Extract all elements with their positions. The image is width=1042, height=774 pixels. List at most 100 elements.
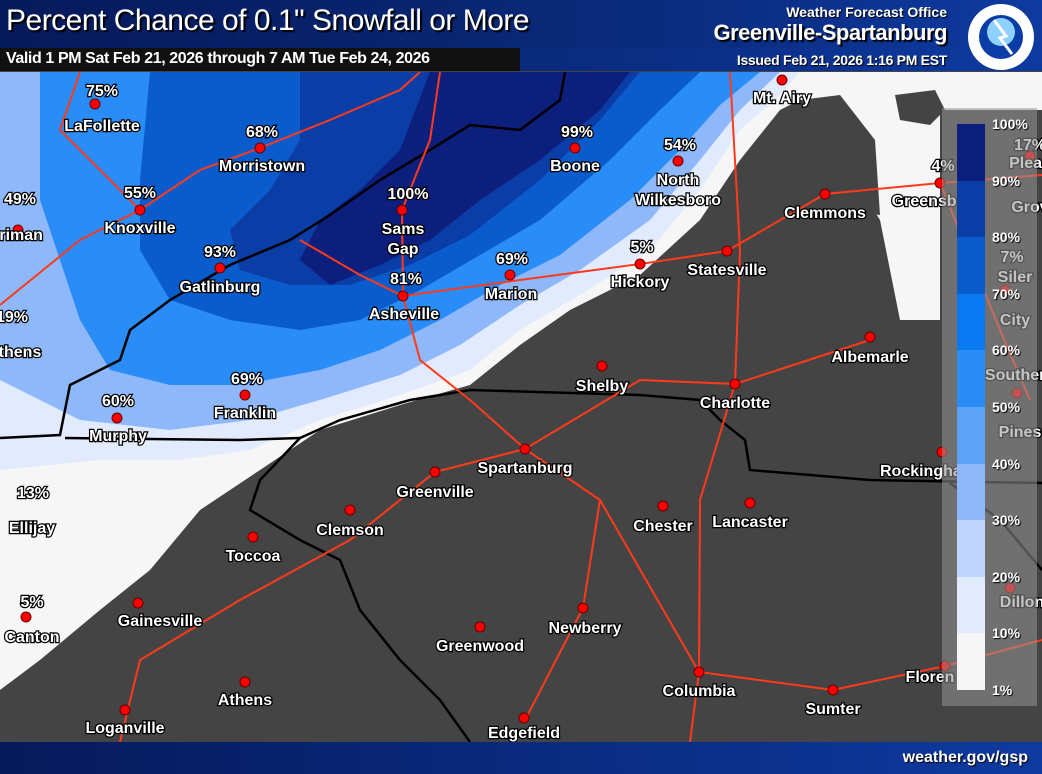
legend-tick: 90% bbox=[992, 172, 1021, 189]
city-lancaster: Lancaster bbox=[711, 497, 789, 532]
city-dot bbox=[504, 269, 516, 281]
city-hickory: 5% Hickory bbox=[609, 238, 670, 293]
city-percent: 13% bbox=[17, 485, 49, 502]
city-dot bbox=[577, 602, 589, 614]
office-url[interactable]: weather.gov/gsp bbox=[902, 749, 1028, 766]
city-name: LaFollette bbox=[64, 118, 140, 135]
footer-bar bbox=[0, 742, 1042, 774]
legend-tick: 40% bbox=[992, 455, 1021, 472]
city-asheville: 81% Asheville bbox=[368, 270, 441, 325]
no-snow-patch bbox=[740, 95, 880, 215]
city-name: Sumter bbox=[805, 701, 860, 718]
city-franklin: 69% Franklin bbox=[213, 370, 278, 424]
legend-swatch bbox=[957, 576, 985, 634]
city-dot bbox=[254, 142, 266, 154]
legend-tick: 70% bbox=[992, 285, 1021, 302]
legend-color-bar bbox=[957, 124, 985, 690]
city-gainesville: Gainesville bbox=[117, 597, 204, 631]
city-percent: 49% bbox=[4, 191, 36, 208]
legend-swatch bbox=[957, 180, 985, 238]
city-dot bbox=[819, 188, 831, 200]
city-dot bbox=[519, 443, 531, 455]
city-name: Mt. Airy bbox=[753, 90, 811, 107]
city-percent: 5% bbox=[20, 594, 43, 611]
legend-swatch bbox=[957, 463, 985, 521]
city-dot bbox=[744, 497, 756, 509]
city-dot bbox=[827, 684, 839, 696]
city-dot bbox=[429, 466, 441, 478]
legend-tick: 1% bbox=[992, 682, 1013, 698]
legend-tick: 10% bbox=[992, 625, 1021, 642]
city-name: Athens bbox=[218, 692, 272, 709]
city-dot bbox=[569, 142, 581, 154]
city-name: Chester bbox=[633, 518, 693, 535]
city-percent: 99% bbox=[561, 124, 593, 141]
office-name: Greenville-Spartanburg bbox=[713, 20, 947, 45]
valid-period: Valid 1 PM Sat Feb 21, 2026 through 7 AM… bbox=[6, 50, 430, 67]
city-edgefield: Edgefield bbox=[487, 712, 561, 743]
city-dot bbox=[596, 360, 608, 372]
city-morristown: 68% Morristown bbox=[218, 123, 307, 177]
legend-tick: 60% bbox=[992, 342, 1021, 359]
city-dot bbox=[344, 504, 356, 516]
city-name: Knoxville bbox=[104, 220, 175, 237]
city-clemson: Clemson bbox=[315, 504, 385, 540]
city-name: Clemmons bbox=[784, 205, 866, 222]
city-name: Boone bbox=[550, 158, 600, 175]
city-dot bbox=[134, 204, 146, 216]
city-percent: 75% bbox=[86, 83, 118, 100]
city-sams-gap: 100% Sams Gap bbox=[380, 185, 429, 260]
city-percent: 69% bbox=[496, 251, 528, 268]
city-name: thens bbox=[0, 344, 41, 361]
issued-time: Issued Feb 21, 2026 1:16 PM EST bbox=[736, 52, 947, 68]
city-name: Gap bbox=[387, 241, 418, 258]
city-canton: 5% Canton bbox=[3, 593, 61, 648]
city-dot bbox=[20, 611, 32, 623]
city-clemmons: Clemmons bbox=[783, 188, 867, 223]
valid-period-bar bbox=[0, 48, 520, 71]
city-name: Murphy bbox=[89, 428, 147, 445]
city-dot bbox=[474, 621, 486, 633]
city-name: Wilkesboro bbox=[635, 192, 721, 209]
city-dot bbox=[89, 98, 101, 110]
city-athens: Athens bbox=[217, 676, 273, 710]
city-percent: 19% bbox=[0, 309, 28, 326]
city-dot bbox=[729, 378, 741, 390]
city-newberry: Newberry bbox=[547, 602, 623, 638]
legend-swatch bbox=[957, 124, 985, 181]
city-name: Columbia bbox=[663, 683, 736, 700]
legend-swatch bbox=[957, 406, 985, 464]
city-name: Gainesville bbox=[118, 613, 203, 630]
city-name: Morristown bbox=[219, 158, 305, 175]
city-dot bbox=[657, 500, 669, 512]
city-dot bbox=[864, 331, 876, 343]
city-spartanburg: Spartanburg bbox=[476, 443, 574, 478]
legend-swatch bbox=[957, 350, 985, 407]
city-albemarle: Albemarle bbox=[830, 331, 910, 367]
city-shelby: Shelby bbox=[575, 360, 630, 396]
city-dot bbox=[634, 258, 646, 270]
city-columbia: Columbia bbox=[661, 666, 737, 701]
city-percent: 54% bbox=[664, 137, 696, 154]
legend-tick: 50% bbox=[992, 399, 1021, 415]
city-dot bbox=[693, 666, 705, 678]
city-rriman: 49% rriman bbox=[0, 190, 44, 246]
city-murphy: 60% Murphy bbox=[88, 392, 148, 447]
legend-swatch bbox=[957, 293, 985, 351]
city-name: Statesville bbox=[687, 262, 766, 279]
city-name: Gatlinburg bbox=[180, 279, 261, 296]
city-dot bbox=[247, 531, 259, 543]
city-name: Greenwood bbox=[436, 638, 524, 655]
city-mt-airy: Mt. Airy bbox=[752, 74, 812, 108]
issued-bar bbox=[520, 48, 1042, 71]
city-name: Newberry bbox=[549, 620, 622, 637]
city-name: Marion bbox=[485, 286, 537, 303]
wfo-label: Weather Forecast Office bbox=[786, 4, 947, 20]
city-name: Shelby bbox=[576, 378, 629, 395]
city-percent: 60% bbox=[102, 393, 134, 410]
city-name: Charlotte bbox=[700, 395, 770, 412]
city-percent: 5% bbox=[630, 239, 653, 256]
legend-tick: 20% bbox=[992, 568, 1021, 585]
city-dot bbox=[12, 224, 24, 236]
